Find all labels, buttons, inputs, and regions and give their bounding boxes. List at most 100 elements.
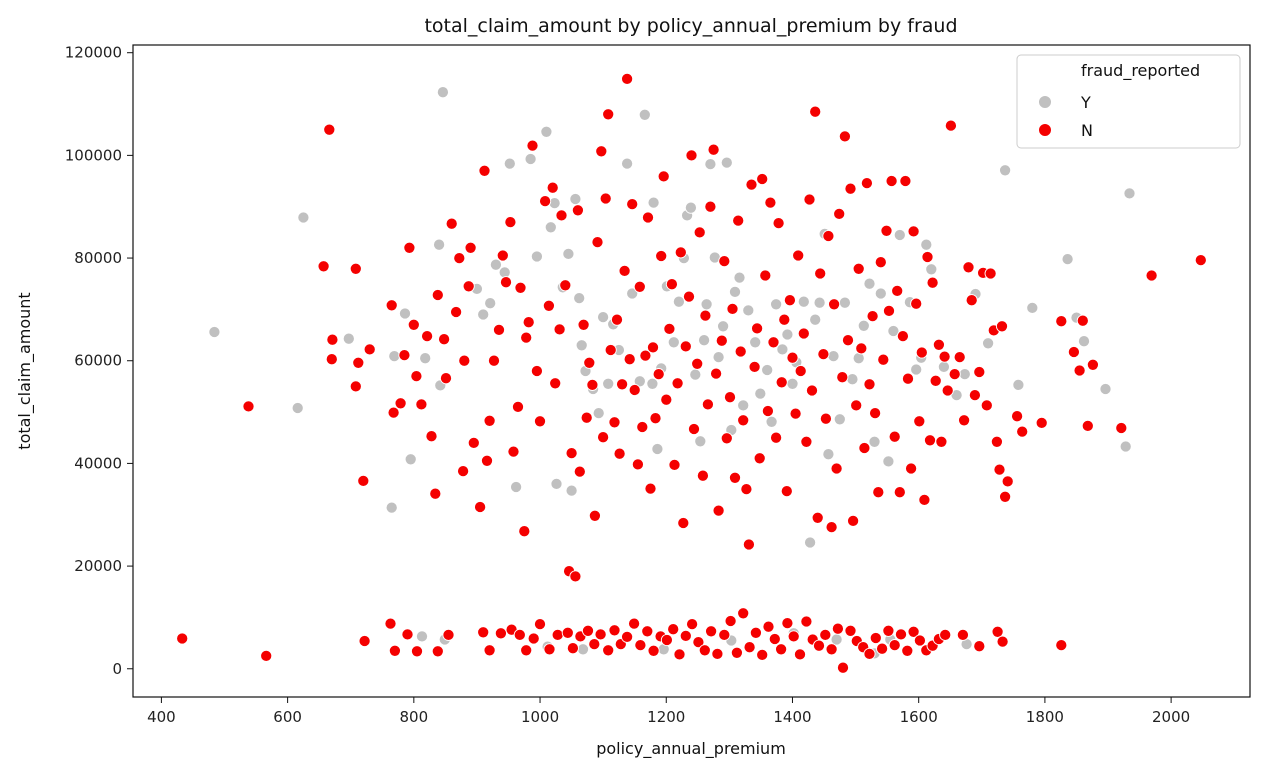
scatter-point-n: [649, 412, 662, 425]
scatter-point-n: [483, 644, 496, 657]
scatter-point-n: [913, 634, 926, 647]
scatter-point-n: [522, 316, 535, 329]
scatter-point-n: [793, 648, 807, 661]
scatter-point-y: [781, 328, 794, 341]
scatter-point-y: [388, 350, 401, 363]
scatter-point-n: [480, 454, 494, 467]
scatter-point-n: [546, 181, 559, 194]
scatter-point-n: [387, 406, 400, 419]
scatter-point-n: [542, 299, 555, 312]
scatter-point-n: [394, 397, 407, 410]
scatter-point-n: [602, 644, 615, 657]
scatter-point-n: [621, 630, 634, 643]
scatter-point-n: [571, 204, 584, 217]
scatter-point-n: [710, 367, 723, 380]
scatter-point-n: [918, 493, 931, 506]
scatter-point-y: [684, 201, 697, 214]
scatter-point-n: [549, 377, 562, 390]
scatter-point-n: [756, 172, 769, 186]
scatter-point-n: [712, 504, 725, 517]
scatter-point-n: [679, 340, 692, 353]
scatter-point-n: [1115, 421, 1128, 435]
scatter-point-n: [445, 217, 458, 230]
scatter-point-n: [401, 628, 414, 641]
scatter-point-n: [655, 249, 668, 263]
y-tick-label: 80000: [74, 249, 122, 267]
scatter-point-y: [477, 308, 490, 321]
scatter-point-n: [809, 105, 822, 118]
scatter-point-n: [860, 177, 873, 190]
scatter-point-n: [711, 647, 724, 660]
scatter-point-n: [753, 452, 766, 465]
scatter-point-n: [929, 374, 942, 387]
scatter-point-n: [836, 661, 850, 674]
scatter-point-y: [761, 363, 774, 377]
scatter-point-n: [781, 617, 794, 630]
scatter-point-n: [953, 351, 966, 364]
scatter-point-y: [436, 86, 449, 99]
scatter-point-n: [1055, 315, 1068, 328]
scatter-point-n: [1035, 416, 1048, 429]
scatter-point-n: [1081, 419, 1094, 432]
scatter-point-n: [686, 618, 699, 631]
legend: fraud_reported Y N: [1016, 54, 1241, 149]
scatter-point-n: [761, 404, 774, 418]
scatter-point-y: [712, 351, 725, 364]
scatter-point-n: [398, 349, 411, 362]
scatter-point-y: [728, 285, 742, 298]
scatter-point-n: [958, 414, 971, 427]
scatter-point-n: [1067, 345, 1080, 359]
scatter-point-y: [1012, 378, 1025, 391]
scatter-point-y: [1061, 253, 1074, 266]
scatter-point-n: [325, 353, 338, 366]
scatter-point-n: [877, 353, 890, 366]
scatter-point-n: [775, 643, 788, 656]
scatter-point-n: [608, 416, 621, 429]
scatter-point-n: [499, 276, 513, 289]
scatter-point-n: [855, 342, 868, 355]
scatter-point-n: [641, 211, 655, 224]
scatter-point-y: [827, 350, 840, 363]
scatter-point-n: [743, 641, 756, 654]
scatter-point-n: [349, 380, 362, 393]
scatter-point-n: [679, 629, 692, 642]
scatter-point-n: [825, 521, 838, 534]
scatter-point-n: [797, 327, 810, 340]
scatter-point-n: [388, 644, 401, 657]
x-axis-label: policy_annual_premium: [596, 739, 786, 759]
scatter-point-n: [956, 628, 969, 641]
scatter-point-y: [1026, 301, 1039, 314]
scatter-point-n: [323, 123, 336, 136]
scatter-point-y: [910, 363, 923, 376]
scatter-point-n: [993, 463, 1006, 476]
scatter-point-n: [907, 225, 920, 238]
scatter-point-n: [728, 471, 742, 484]
x-tick-label: 1200: [647, 708, 685, 726]
y-tick-label: 100000: [65, 146, 122, 164]
scatter-point-n: [555, 209, 568, 222]
scatter-point-y: [887, 324, 900, 338]
points-layer: [176, 72, 1207, 674]
scatter-point-n: [715, 334, 728, 347]
scatter-point-n: [698, 644, 711, 657]
scatter-point-y: [646, 377, 659, 390]
scatter-point-n: [811, 511, 824, 524]
scatter-point-n: [407, 318, 420, 331]
scatter-point-n: [800, 435, 813, 448]
scatter-point-n: [453, 252, 466, 265]
scatter-point-n: [618, 264, 631, 277]
scatter-point-n: [608, 624, 621, 637]
scatter-point-n: [874, 256, 887, 269]
scatter-point-n: [726, 302, 739, 315]
scatter-point-n: [880, 224, 893, 237]
scatter-point-n: [628, 617, 641, 630]
y-tick-label: 0: [112, 660, 122, 678]
scatter-point-n: [439, 372, 453, 385]
scatter-point-n: [838, 130, 851, 143]
scatter-point-n: [805, 384, 819, 397]
scatter-point-n: [893, 486, 906, 499]
scatter-point-n: [410, 645, 424, 658]
scatter-point-n: [667, 623, 680, 636]
scatter-point-y: [433, 238, 446, 251]
